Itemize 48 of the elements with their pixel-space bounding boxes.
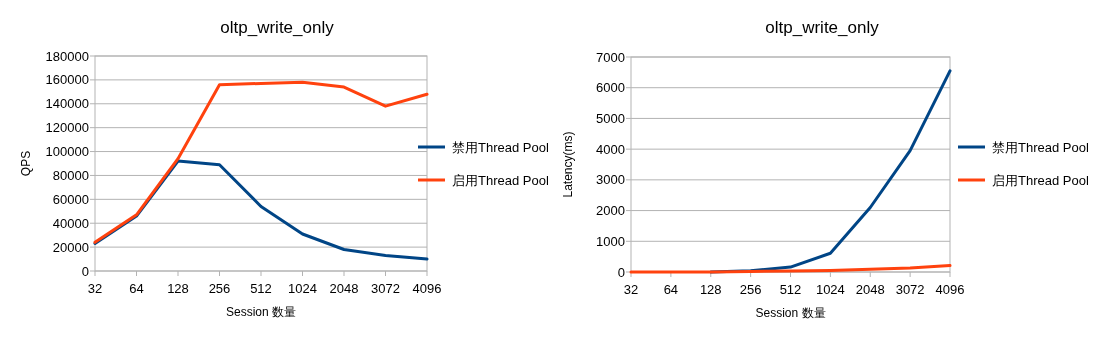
x-tick-label: 2048 [329, 281, 359, 296]
y-tick-label: 0 [81, 263, 89, 279]
y-tick-label: 20000 [52, 239, 89, 255]
y-tick-label: 0 [617, 264, 625, 280]
y-tick-label: 2000 [596, 203, 625, 219]
x-tick-label: 3072 [371, 281, 400, 296]
y-tick-label: 100000 [45, 144, 89, 160]
y-tick-label: 140000 [45, 96, 89, 112]
x-tick-label: 256 [208, 281, 231, 296]
x-tick-label: 1024 [815, 282, 845, 297]
x-tick-label: 4096 [935, 282, 965, 297]
y-tick-label: 7000 [596, 49, 625, 65]
y-tick-label: 5000 [596, 110, 625, 126]
x-tick-label: 128 [699, 282, 722, 297]
chart-title: oltp_write_only [220, 18, 335, 37]
x-tick-label: 512 [250, 281, 272, 296]
y-axis-title: Latency(ms) [561, 131, 575, 198]
chart-title: oltp_write_only [765, 18, 880, 37]
x-tick-label: 512 [779, 282, 802, 297]
legend-label: 启用Thread Pool [452, 172, 549, 188]
line-series [629, 264, 952, 274]
x-axis-title: Session 数量 [755, 306, 826, 320]
y-tick-label: 4000 [596, 141, 625, 157]
x-tick-label: 64 [663, 282, 679, 297]
y-tick-label: 1000 [596, 233, 625, 249]
y-tick-label: 3000 [596, 172, 625, 188]
legend-label: 启用Thread Pool [992, 172, 1089, 188]
line-series [93, 80, 429, 244]
x-tick-label: 2048 [855, 282, 885, 297]
legend-label: 禁用Thread Pool [992, 139, 1089, 155]
y-tick-label: 180000 [45, 48, 89, 64]
y-tick-label: 120000 [45, 120, 89, 136]
y-axis-title: QPS [19, 150, 33, 177]
legend-label: 禁用Thread Pool [452, 139, 549, 155]
x-tick-label: 256 [739, 282, 762, 297]
y-tick-label: 60000 [52, 191, 89, 207]
x-tick-label: 1024 [288, 281, 317, 296]
y-tick-label: 80000 [52, 167, 89, 183]
x-tick-label: 3072 [895, 282, 925, 297]
x-tick-label: 64 [129, 281, 144, 296]
x-axis-title: Session 数量 [225, 305, 297, 319]
x-tick-label: 4096 [412, 281, 442, 296]
x-tick-label: 32 [87, 281, 103, 296]
y-tick-label: 40000 [52, 215, 89, 231]
y-tick-label: 6000 [596, 80, 625, 96]
x-tick-label: 128 [167, 281, 189, 296]
x-tick-label: 32 [623, 282, 639, 297]
y-tick-label: 160000 [45, 72, 89, 88]
